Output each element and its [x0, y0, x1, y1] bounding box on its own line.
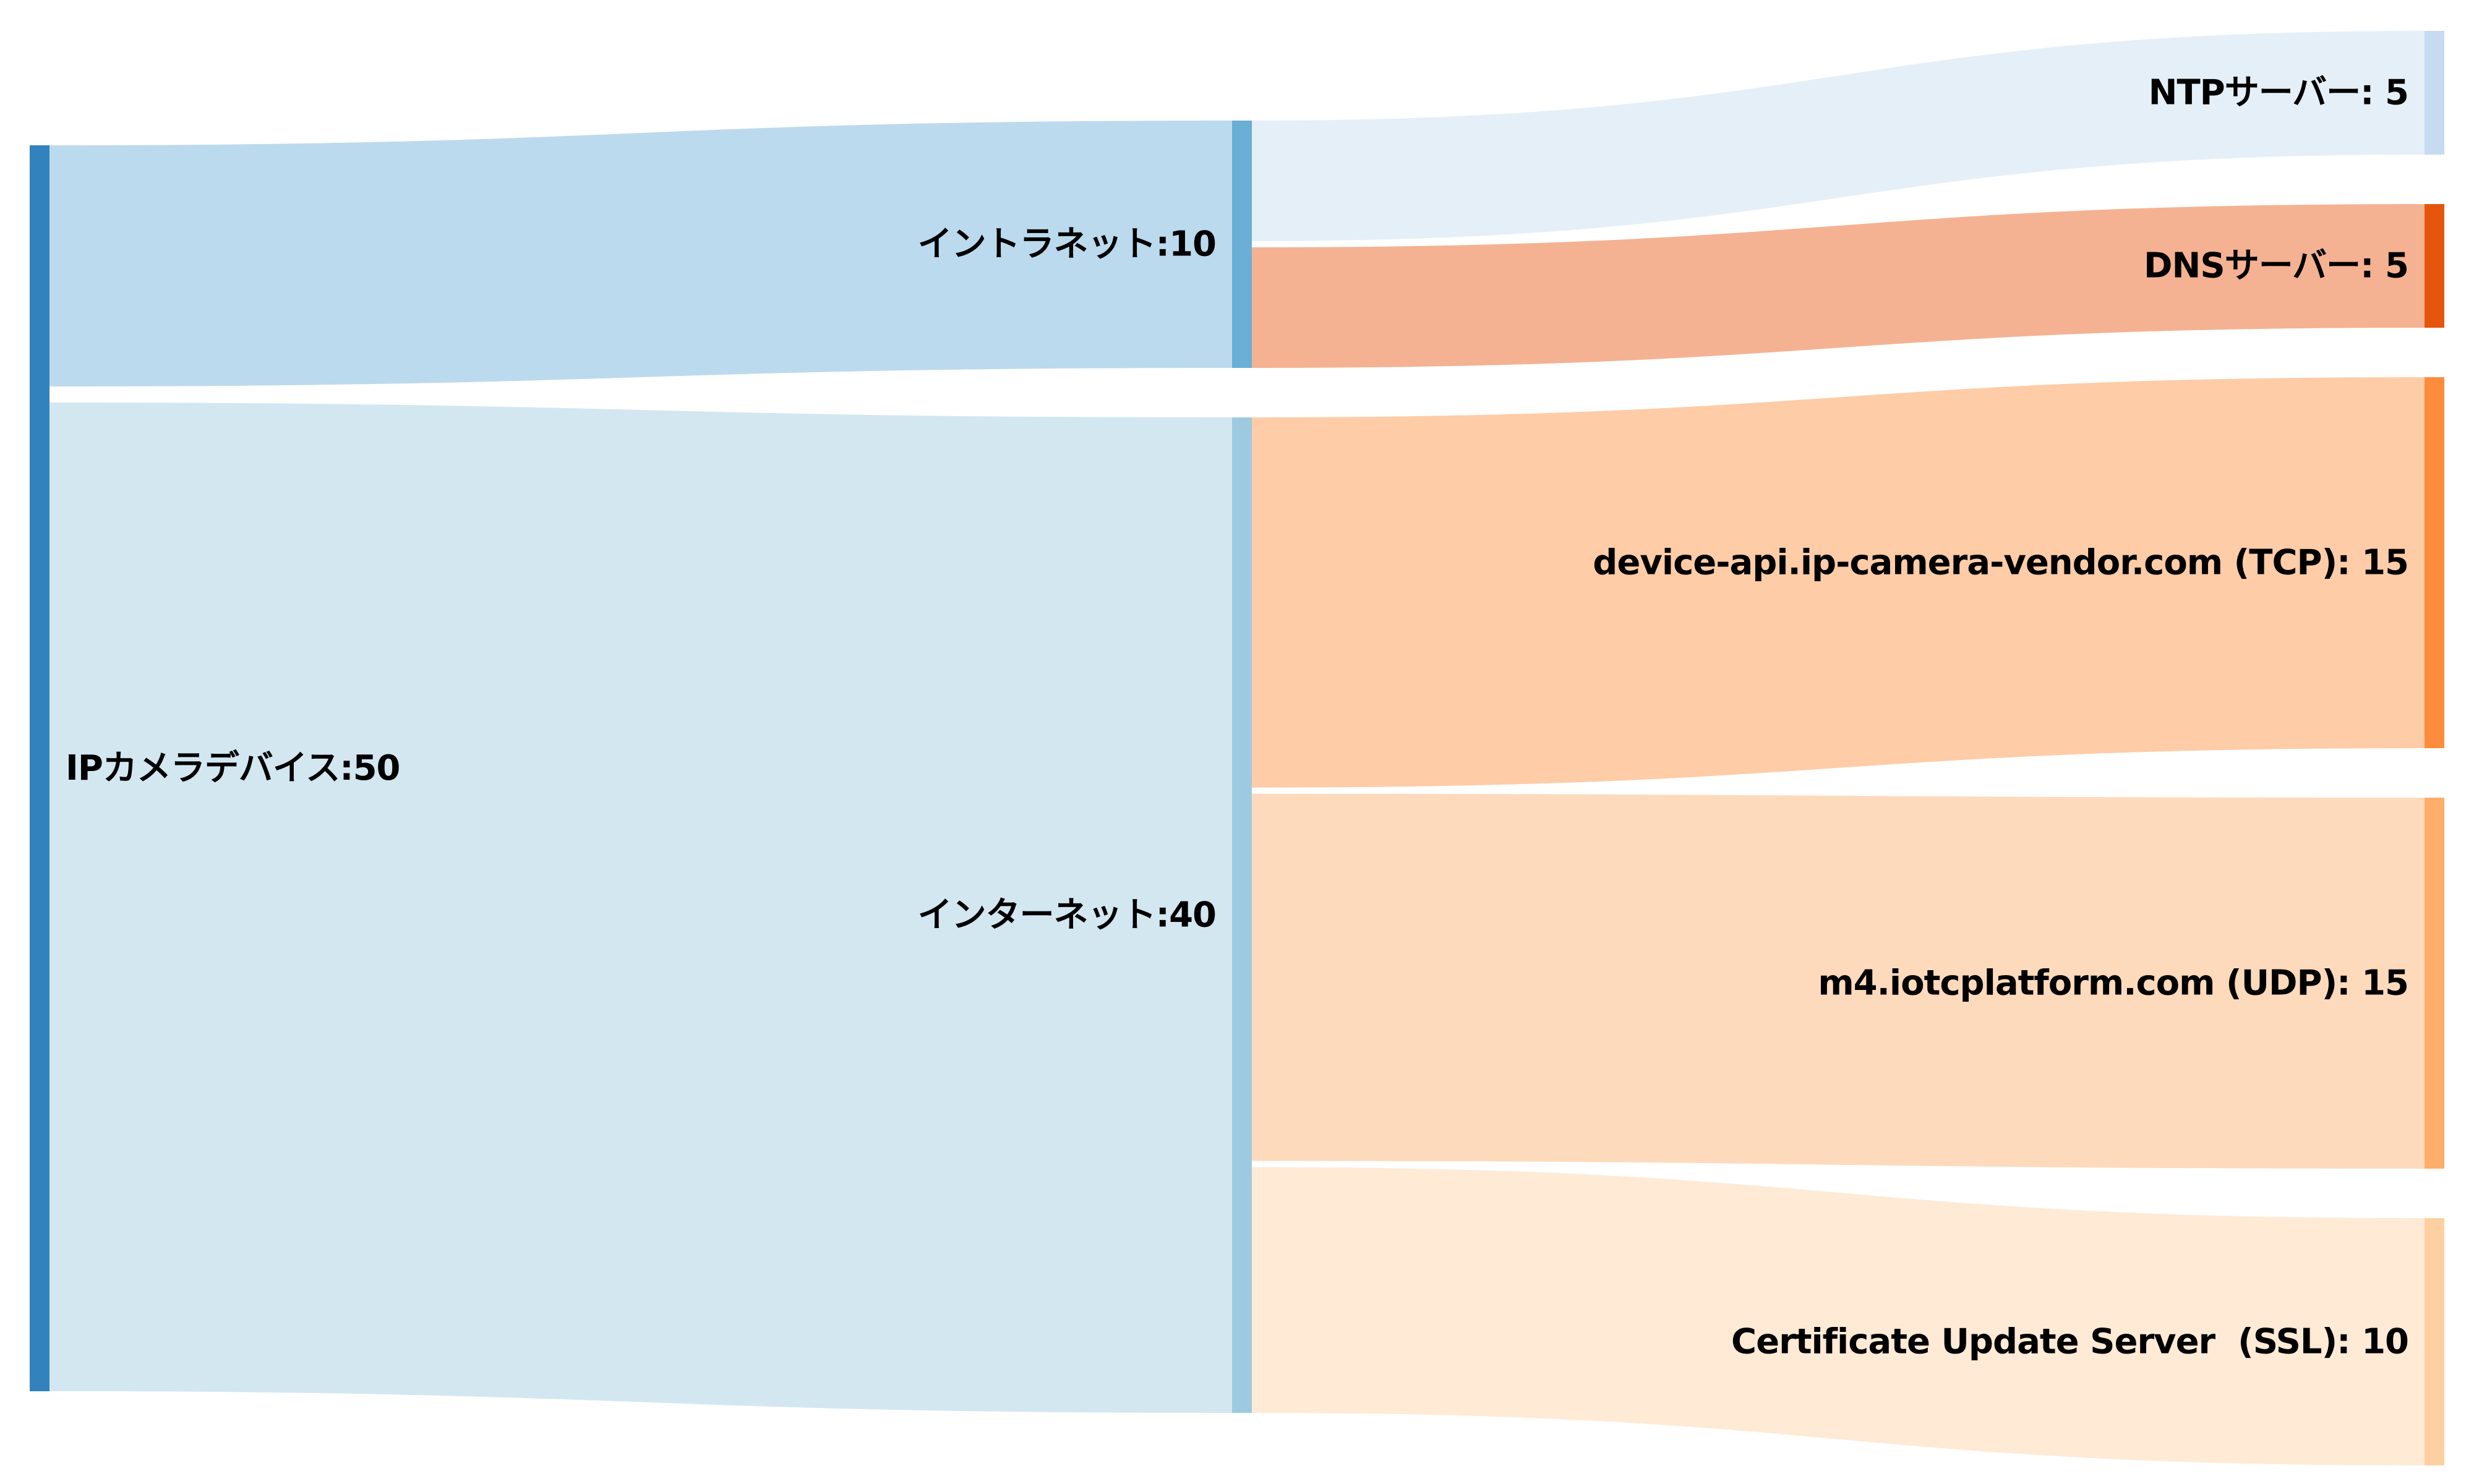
sankey-link-ip_camera-intranet[interactable]: [49, 121, 1232, 386]
sankey-nodes-layer: [30, 31, 2444, 1465]
sankey-link-internet-m4[interactable]: [1252, 793, 2425, 1169]
sankey-node-label-dns: DNSサーバー: 5: [2144, 246, 2408, 286]
sankey-node-cert[interactable]: [2425, 1218, 2444, 1465]
sankey-node-label-ip_camera: IPカメラデバイス:50: [66, 748, 400, 788]
sankey-node-dns[interactable]: [2425, 204, 2444, 328]
sankey-link-internet-cert[interactable]: [1252, 1167, 2425, 1466]
sankey-node-ntp[interactable]: [2425, 31, 2444, 155]
sankey-labels-layer: IPカメラデバイス:50 イントラネット:10 インターネット:40 NTPサーバー:…: [66, 73, 2409, 1362]
sankey-node-internet[interactable]: [1232, 417, 1252, 1413]
sankey-node-label-cert: Certificate Update Server (SSL): 10: [1731, 1322, 2408, 1362]
sankey-link-intranet-ntp[interactable]: [1252, 31, 2425, 241]
sankey-links-layer: [49, 31, 2425, 1465]
sankey-link-internet-device_api[interactable]: [1252, 377, 2425, 788]
sankey-node-label-intranet: イントラネット:10: [918, 224, 1216, 265]
sankey-node-ip_camera[interactable]: [30, 145, 49, 1391]
sankey-node-label-ntp: NTPサーバー: 5: [2149, 73, 2408, 113]
sankey-link-ip_camera-internet[interactable]: [49, 403, 1232, 1413]
sankey-node-label-m4: m4.iotcplatform.com (UDP): 15: [1818, 963, 2408, 1004]
sankey-node-label-internet: インターネット:40: [918, 895, 1216, 936]
sankey-node-device_api[interactable]: [2425, 377, 2444, 748]
sankey-node-intranet[interactable]: [1232, 121, 1252, 368]
sankey-node-label-device_api: device-api.ip-camera-vendor.com (TCP): 1…: [1593, 543, 2408, 583]
sankey-link-intranet-dns[interactable]: [1252, 204, 2425, 368]
sankey-node-m4[interactable]: [2425, 798, 2444, 1169]
